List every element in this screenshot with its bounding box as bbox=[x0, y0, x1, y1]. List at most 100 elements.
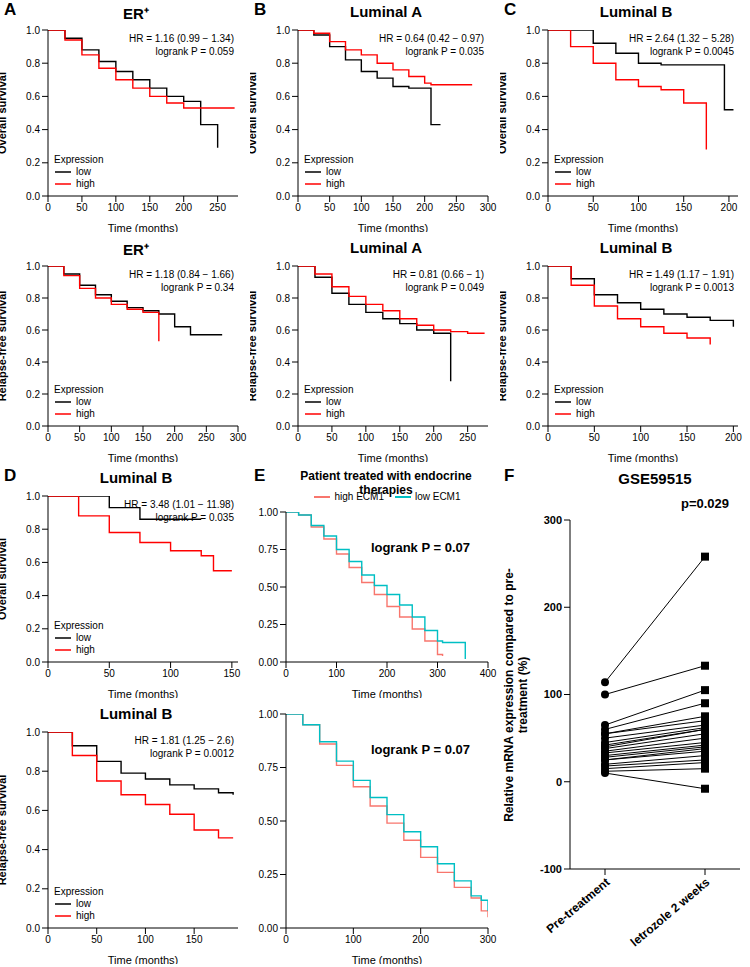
svg-text:1.0: 1.0 bbox=[276, 25, 290, 36]
svg-text:0: 0 bbox=[283, 934, 289, 945]
svg-text:200: 200 bbox=[721, 202, 738, 213]
svg-text:0.0: 0.0 bbox=[26, 421, 40, 432]
svg-text:0.0: 0.0 bbox=[526, 191, 540, 202]
svg-text:1.0: 1.0 bbox=[26, 25, 40, 36]
svg-text:300: 300 bbox=[230, 432, 247, 443]
svg-text:0.4: 0.4 bbox=[26, 590, 40, 601]
svg-text:200: 200 bbox=[725, 432, 742, 443]
svg-text:0.8: 0.8 bbox=[276, 58, 290, 69]
svg-text:Time (months): Time (months) bbox=[358, 452, 429, 462]
svg-text:50: 50 bbox=[91, 934, 103, 945]
svg-text:-100: -100 bbox=[540, 863, 562, 875]
svg-text:300: 300 bbox=[480, 202, 497, 213]
svg-text:0.2: 0.2 bbox=[276, 157, 290, 168]
svg-text:0.4: 0.4 bbox=[526, 357, 540, 368]
svg-text:0.8: 0.8 bbox=[26, 524, 40, 535]
svg-text:0: 0 bbox=[295, 432, 301, 443]
svg-text:0.0: 0.0 bbox=[526, 421, 540, 432]
svg-text:Relapse-free survival: Relapse-free survival bbox=[500, 291, 508, 402]
svg-text:0: 0 bbox=[295, 202, 301, 213]
svg-text:0.6: 0.6 bbox=[526, 325, 540, 336]
svg-text:200: 200 bbox=[175, 202, 192, 213]
svg-text:0.6: 0.6 bbox=[26, 91, 40, 102]
svg-text:Time (months): Time (months) bbox=[108, 222, 179, 232]
svg-text:0.8: 0.8 bbox=[26, 766, 40, 777]
svg-text:200: 200 bbox=[544, 601, 562, 613]
svg-text:Time (months): Time (months) bbox=[358, 222, 429, 232]
svg-text:300: 300 bbox=[429, 668, 446, 679]
svg-text:100: 100 bbox=[632, 432, 649, 443]
svg-text:50: 50 bbox=[104, 668, 116, 679]
svg-text:150: 150 bbox=[679, 432, 696, 443]
svg-text:0.6: 0.6 bbox=[26, 557, 40, 568]
svg-text:200: 200 bbox=[412, 934, 429, 945]
svg-text:100: 100 bbox=[345, 934, 362, 945]
svg-text:200: 200 bbox=[416, 202, 433, 213]
svg-text:0.50: 0.50 bbox=[259, 582, 279, 593]
svg-text:0.0: 0.0 bbox=[276, 191, 290, 202]
svg-text:100: 100 bbox=[108, 202, 125, 213]
svg-text:1.0: 1.0 bbox=[276, 261, 290, 272]
svg-text:0: 0 bbox=[545, 202, 551, 213]
svg-text:0.6: 0.6 bbox=[276, 91, 290, 102]
svg-text:150: 150 bbox=[186, 934, 203, 945]
svg-text:300: 300 bbox=[544, 514, 562, 526]
svg-text:Time (months): Time (months) bbox=[108, 452, 179, 462]
svg-text:50: 50 bbox=[589, 432, 601, 443]
svg-text:Relapse-free survival: Relapse-free survival bbox=[250, 291, 258, 402]
svg-text:0.00: 0.00 bbox=[259, 923, 279, 934]
svg-text:0.8: 0.8 bbox=[526, 58, 540, 69]
svg-text:0.4: 0.4 bbox=[526, 124, 540, 135]
svg-text:200: 200 bbox=[166, 432, 183, 443]
svg-text:100: 100 bbox=[162, 668, 179, 679]
svg-text:Time (months): Time (months) bbox=[108, 688, 179, 698]
svg-text:100: 100 bbox=[544, 688, 562, 700]
svg-text:250: 250 bbox=[198, 432, 215, 443]
svg-text:0.2: 0.2 bbox=[26, 623, 40, 634]
svg-text:150: 150 bbox=[135, 432, 152, 443]
svg-text:0.6: 0.6 bbox=[526, 91, 540, 102]
svg-text:1.00: 1.00 bbox=[259, 709, 279, 720]
svg-text:0.2: 0.2 bbox=[26, 157, 40, 168]
svg-text:1.0: 1.0 bbox=[526, 261, 540, 272]
svg-text:100: 100 bbox=[328, 668, 345, 679]
svg-text:0: 0 bbox=[45, 668, 51, 679]
svg-text:100: 100 bbox=[630, 202, 647, 213]
svg-text:250: 250 bbox=[459, 432, 476, 443]
svg-text:50: 50 bbox=[76, 202, 88, 213]
svg-text:150: 150 bbox=[391, 432, 408, 443]
svg-text:0.8: 0.8 bbox=[526, 293, 540, 304]
svg-text:0.4: 0.4 bbox=[276, 357, 290, 368]
svg-text:Overall survival: Overall survival bbox=[250, 72, 258, 154]
svg-text:50: 50 bbox=[326, 432, 338, 443]
svg-text:150: 150 bbox=[141, 202, 158, 213]
svg-text:Time (months): Time (months) bbox=[608, 222, 679, 232]
svg-text:200: 200 bbox=[379, 668, 396, 679]
svg-text:0.4: 0.4 bbox=[26, 357, 40, 368]
svg-text:250: 250 bbox=[209, 202, 226, 213]
svg-text:150: 150 bbox=[224, 668, 241, 679]
svg-text:100: 100 bbox=[137, 934, 154, 945]
svg-text:0.6: 0.6 bbox=[26, 325, 40, 336]
svg-text:0.2: 0.2 bbox=[526, 157, 540, 168]
svg-text:0.2: 0.2 bbox=[26, 883, 40, 894]
svg-text:0.4: 0.4 bbox=[276, 124, 290, 135]
svg-text:Time (months): Time (months) bbox=[352, 688, 423, 698]
svg-text:50: 50 bbox=[588, 202, 600, 213]
svg-text:1.0: 1.0 bbox=[26, 261, 40, 272]
svg-text:1.0: 1.0 bbox=[26, 727, 40, 738]
svg-text:Pre-treatment: Pre-treatment bbox=[544, 875, 613, 936]
svg-text:0.8: 0.8 bbox=[276, 293, 290, 304]
svg-text:200: 200 bbox=[425, 432, 442, 443]
svg-text:0: 0 bbox=[545, 432, 551, 443]
svg-text:0: 0 bbox=[45, 934, 51, 945]
svg-text:Overall survival: Overall survival bbox=[500, 72, 508, 154]
svg-text:100: 100 bbox=[103, 432, 120, 443]
svg-text:Time (months): Time (months) bbox=[352, 954, 423, 964]
svg-text:0.2: 0.2 bbox=[276, 389, 290, 400]
svg-text:150: 150 bbox=[385, 202, 402, 213]
svg-text:250: 250 bbox=[448, 202, 465, 213]
svg-text:1.00: 1.00 bbox=[259, 507, 279, 518]
svg-text:0: 0 bbox=[45, 432, 51, 443]
svg-text:150: 150 bbox=[675, 202, 692, 213]
